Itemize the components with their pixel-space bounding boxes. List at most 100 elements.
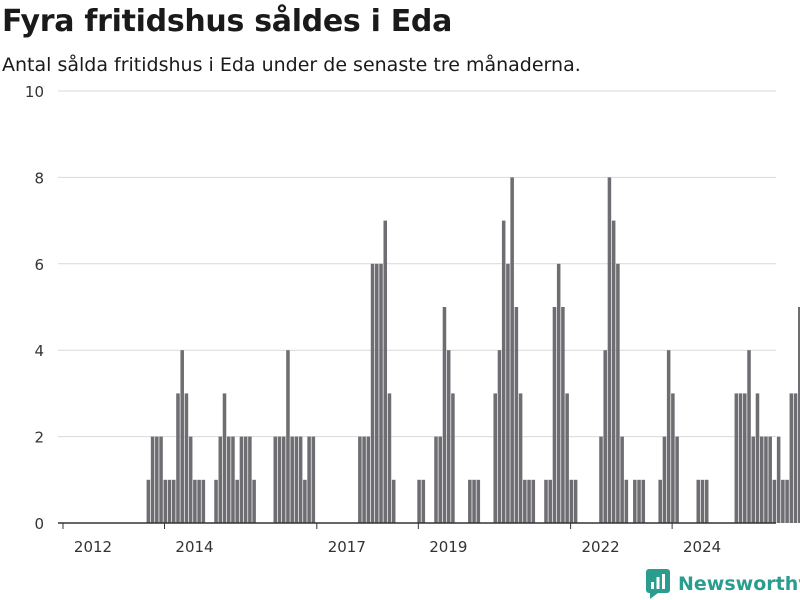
bar [759, 436, 764, 523]
bar [150, 436, 155, 523]
newsworthy-logo-icon [646, 569, 670, 599]
bar [531, 479, 536, 523]
bar [446, 350, 451, 523]
bar [239, 436, 244, 523]
bar [155, 436, 159, 523]
bar [743, 393, 747, 523]
bar [624, 479, 629, 523]
bar [662, 436, 667, 523]
bar [616, 263, 620, 523]
bar [370, 263, 375, 523]
bar [387, 393, 392, 523]
bar [641, 479, 646, 523]
bar [438, 436, 442, 523]
y-tick-label: 10 [25, 83, 44, 101]
bar [637, 479, 641, 523]
bar [311, 436, 316, 523]
bar [294, 436, 299, 523]
bar [798, 307, 800, 523]
bar [417, 479, 421, 523]
bar [734, 393, 739, 523]
y-tick-label: 2 [34, 429, 44, 447]
bar [764, 436, 768, 523]
x-tick-label: 2022 [582, 538, 620, 556]
bar [281, 436, 286, 523]
bar [704, 479, 709, 523]
bar [573, 479, 578, 523]
x-tick-label: 2012 [74, 538, 112, 556]
bar [518, 393, 523, 523]
bar [501, 220, 506, 523]
bar [781, 479, 785, 523]
bar [603, 350, 607, 523]
bar [607, 177, 612, 523]
bar [700, 479, 705, 523]
bar [785, 479, 789, 523]
bar [738, 393, 743, 523]
chart-subtitle: Antal sålda fritidshus i Eda under de se… [2, 54, 581, 76]
bar [552, 307, 557, 523]
bar [696, 479, 701, 523]
bar [252, 479, 256, 523]
y-tick-label: 8 [34, 169, 44, 187]
bar [375, 263, 379, 523]
bar [561, 307, 565, 523]
bar [493, 393, 497, 523]
bar [146, 479, 151, 523]
bar [379, 263, 383, 523]
bar [176, 393, 180, 523]
bar [548, 479, 552, 523]
bar [611, 220, 616, 523]
bar [434, 436, 438, 523]
bar [755, 393, 760, 523]
bar [671, 393, 675, 523]
bar [544, 479, 548, 523]
bar [362, 436, 366, 523]
x-tick-label: 2019 [429, 538, 467, 556]
bar [277, 436, 282, 523]
bar [222, 393, 227, 523]
bar [658, 479, 662, 523]
bar [358, 436, 362, 523]
bar [366, 436, 371, 523]
bar [793, 393, 798, 523]
bar [789, 393, 794, 523]
bar [768, 436, 772, 523]
bar [180, 350, 184, 523]
bar [497, 350, 502, 523]
bar [620, 436, 624, 523]
bar [231, 436, 235, 523]
bar [201, 479, 206, 523]
x-tick-label: 2017 [328, 538, 366, 556]
bar [303, 479, 307, 523]
y-tick-label: 0 [34, 515, 44, 533]
bar [391, 479, 396, 523]
bar [171, 479, 176, 523]
bar [569, 479, 574, 523]
bar [675, 436, 679, 523]
bar [167, 479, 172, 523]
y-tick-label: 6 [34, 256, 44, 274]
bar [747, 350, 751, 523]
x-tick-label: 2024 [683, 538, 721, 556]
y-tick-label: 4 [34, 342, 44, 360]
bar [506, 263, 510, 523]
bar [523, 479, 527, 523]
bar [243, 436, 248, 523]
chart-title: Fyra fritidshus såldes i Eda [2, 4, 453, 39]
bar [514, 307, 519, 523]
brand-logo: Newsworthy [646, 569, 800, 599]
bar [298, 436, 303, 523]
bar [776, 436, 781, 523]
bar [193, 479, 197, 523]
bar [226, 436, 231, 523]
bar [286, 350, 290, 523]
bar [472, 479, 476, 523]
bar [235, 479, 239, 523]
bar [468, 479, 472, 523]
bar [421, 479, 426, 523]
bar [442, 307, 447, 523]
bar [565, 393, 569, 523]
bar [163, 479, 168, 523]
